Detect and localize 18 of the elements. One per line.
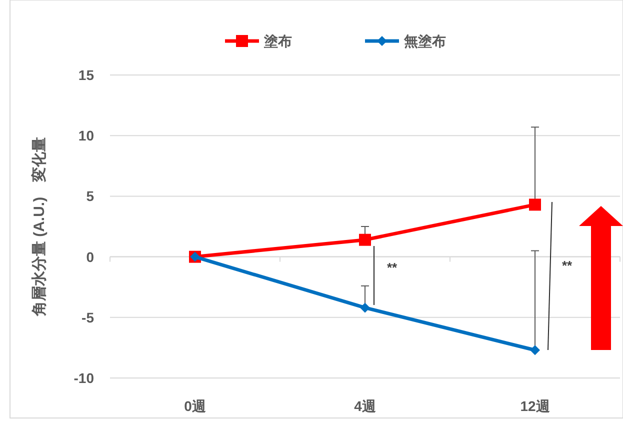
point [359,234,371,246]
y-axis-title: 角層水分量 (A.U.) 変化量 [30,136,48,318]
x-tick-label: 4週 [354,398,377,414]
y-tick-label: -10 [74,370,94,386]
legend-label: 塗布 [263,33,292,49]
point [529,198,541,211]
y-tick-label: 0 [86,248,94,265]
point [530,345,540,356]
legend-label: 無塗布 [403,33,446,49]
point [360,302,370,313]
y-tick-label: 15 [78,67,94,83]
y-tick-label: 10 [78,128,94,144]
x-tick-label: 0週 [184,398,207,414]
annotation: ** [386,260,398,275]
y-tick-label: -5 [82,309,94,326]
x-tick-label: 12週 [520,398,551,414]
y-tick-label: 5 [86,188,94,204]
annotation: ** [562,258,573,273]
